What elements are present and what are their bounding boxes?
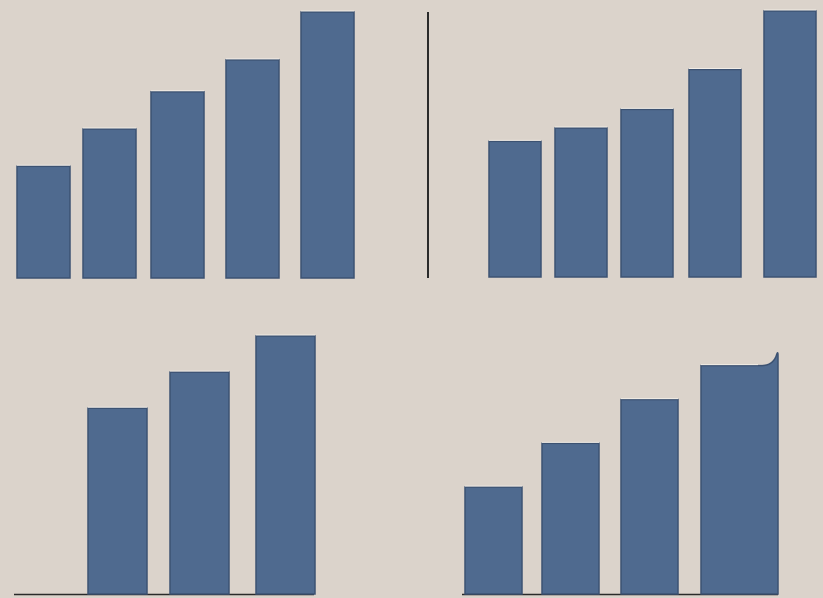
bar-chart-top-left xyxy=(16,10,355,279)
bar xyxy=(700,352,779,595)
bar xyxy=(688,68,742,278)
bar xyxy=(464,486,523,595)
bar xyxy=(169,371,230,595)
bar xyxy=(82,128,137,279)
bar xyxy=(541,442,600,595)
bar xyxy=(150,91,205,279)
bar xyxy=(488,140,542,278)
bar-chart-bottom-right xyxy=(462,352,779,596)
bar xyxy=(87,407,148,595)
bar-chart-top-right xyxy=(488,9,817,278)
bar xyxy=(225,59,280,279)
bar xyxy=(16,165,71,279)
bar xyxy=(300,11,355,279)
bar xyxy=(554,127,608,278)
bar xyxy=(620,108,674,278)
bar xyxy=(620,398,679,595)
bar-chart-bottom-left xyxy=(14,334,316,596)
bar xyxy=(763,10,817,278)
bar xyxy=(255,335,316,595)
